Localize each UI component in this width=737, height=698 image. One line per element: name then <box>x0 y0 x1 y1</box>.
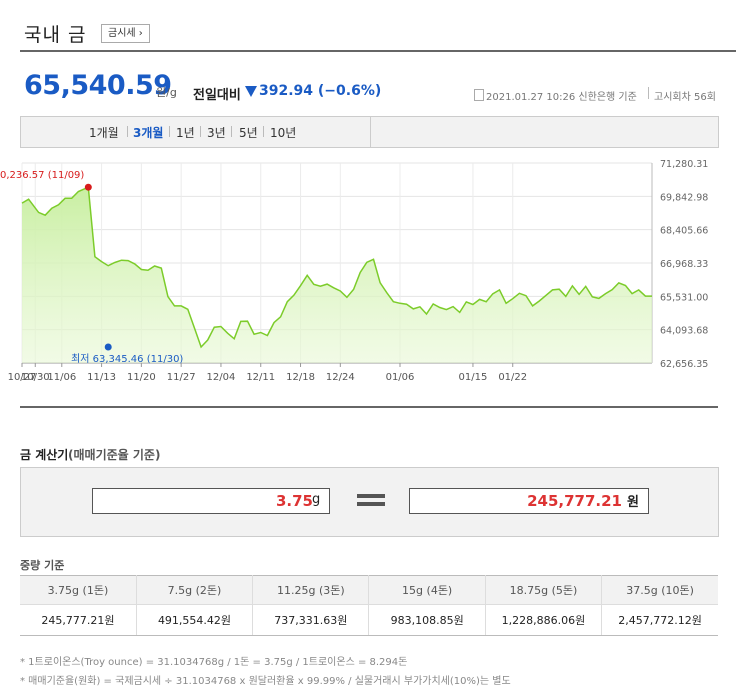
x-tick-label: 12/18 <box>286 372 315 383</box>
tab-3-months[interactable]: 3개월 <box>133 126 164 140</box>
gram-input[interactable]: 3.75 <box>92 488 330 514</box>
tab-separator <box>263 126 264 137</box>
y-tick-label: 69,842.98 <box>660 192 708 203</box>
min-label: 최저 63,345.46 (11/30) <box>71 353 183 365</box>
table-cell: 2,457,772.12원 <box>601 604 718 636</box>
table-header: 7.5g (2돈) <box>135 575 254 605</box>
chart-divider <box>20 406 718 408</box>
tab-separator <box>200 126 201 137</box>
title-divider <box>20 50 736 52</box>
price-area <box>22 187 652 363</box>
tab-5-years[interactable]: 5년 <box>239 126 258 140</box>
compare-label: 전일대비 <box>193 88 241 103</box>
max-point-marker <box>84 183 92 191</box>
calculator-subtitle: (매매기준율 기준) <box>68 448 161 462</box>
page-title: 국내 금 <box>24 24 87 46</box>
y-tick-label: 65,531.00 <box>660 292 708 303</box>
x-tick-label: 12/04 <box>207 372 236 383</box>
equals-icon <box>357 492 385 508</box>
x-tick-label: 11/06 <box>47 372 76 383</box>
base-info: 2021.01.27 10:26 신한은행 기준 <box>486 92 637 103</box>
calculator-title: 금 계산기 <box>20 448 69 462</box>
current-price: 65,540.59 <box>24 70 172 101</box>
won-unit: 원 <box>627 495 639 510</box>
y-tick-label: 68,405.66 <box>660 226 708 237</box>
table-cell: 737,331.63원 <box>252 604 370 636</box>
table-cell: 983,108.85원 <box>368 604 486 636</box>
x-tick-label: 10/30 <box>21 372 50 383</box>
table-header: 3.75g (1돈) <box>20 575 137 605</box>
y-tick-label: 71,280.31 <box>660 159 708 170</box>
tab-separator <box>127 126 128 137</box>
x-tick-label: 01/22 <box>498 372 527 383</box>
x-tick-label: 01/15 <box>459 372 488 383</box>
change-percent: (−0.6%) <box>317 83 382 99</box>
table-header: 37.5g (10돈) <box>601 575 718 605</box>
weight-table: 3.75g (1돈) 7.5g (2돈) 11.25g (3돈) 15g (4돈… <box>20 575 718 636</box>
price-line <box>21 186 652 349</box>
table-cell: 491,554.42원 <box>135 604 254 636</box>
x-tick-label: 12/11 <box>246 372 275 383</box>
table-header: 15g (4돈) <box>368 575 486 605</box>
tab-separator <box>231 126 232 137</box>
gram-unit: g <box>312 492 321 507</box>
x-tick-label: 12/24 <box>326 372 355 383</box>
gram-value: 3.75 <box>275 492 313 510</box>
period-tab-bar <box>20 116 719 148</box>
tab-separator <box>169 126 170 137</box>
y-tick-label: 64,093.68 <box>660 326 708 337</box>
tab-10-years[interactable]: 10년 <box>270 126 297 140</box>
min-point-marker <box>104 343 112 351</box>
change-amount: 392.94 <box>259 83 314 99</box>
down-triangle-icon <box>245 86 257 97</box>
x-tick-label: 01/06 <box>386 372 415 383</box>
table-header: 18.75g (5돈) <box>484 575 603 605</box>
period-bar-divider <box>370 116 371 147</box>
table-header: 11.25g (3돈) <box>252 575 370 605</box>
x-tick-label: 11/13 <box>87 372 116 383</box>
tab-3-years[interactable]: 3년 <box>207 126 226 140</box>
table-cell: 1,228,886.06원 <box>484 604 603 636</box>
document-icon <box>474 89 484 101</box>
price-chart: 71,280.31 69,842.98 68,405.66 66,968.33 65,5… <box>0 159 708 383</box>
won-value: 245,777.21 <box>527 492 622 510</box>
tab-1-month[interactable]: 1개월 <box>89 126 119 140</box>
price-change: 392.94 (−0.6%) <box>259 83 381 99</box>
max-label: 최고 70,236.57 (11/09) <box>0 169 84 181</box>
gold-price-button[interactable]: 금시세 › <box>101 24 150 43</box>
note-troy-ounce: * 1트로이온스(Troy ounce) = 31.1034768g / 1돈 … <box>20 657 408 668</box>
note-rate-formula: * 매매기준율(원화) = 국제금시세 ÷ 31.1034768 x 원달러환율… <box>20 676 511 687</box>
table-cell: 245,777.21원 <box>20 604 137 636</box>
tab-1-year[interactable]: 1년 <box>176 126 195 140</box>
x-tick-label: 11/27 <box>167 372 196 383</box>
info-separator <box>648 87 649 99</box>
table-header-row: 3.75g (1돈) 7.5g (2돈) 11.25g (3돈) 15g (4돈… <box>20 575 718 605</box>
table-row: 245,777.21원 491,554.42원 737,331.63원 983,… <box>20 604 718 636</box>
x-tick-label: 11/20 <box>127 372 156 383</box>
weight-table-title: 중량 기준 <box>20 559 65 572</box>
x-tick-label: 10/27 <box>8 372 37 383</box>
y-tick-label: 66,968.33 <box>660 259 708 270</box>
won-input[interactable]: 245,777.21 <box>409 488 649 514</box>
round-info: 고시회차 56회 <box>654 92 716 103</box>
y-tick-label: 62,656.35 <box>660 359 708 370</box>
price-unit: 원/g <box>156 86 177 99</box>
